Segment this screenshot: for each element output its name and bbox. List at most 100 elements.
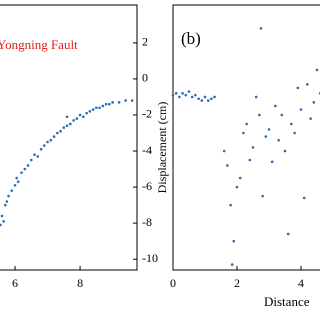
data-point xyxy=(197,97,200,101)
data-point xyxy=(7,194,10,198)
data-point xyxy=(82,115,85,119)
x-tick-label: 6 xyxy=(12,276,18,290)
data-point xyxy=(286,232,290,236)
data-point xyxy=(251,146,255,149)
data-point xyxy=(3,203,7,207)
data-point xyxy=(91,108,95,111)
data-point xyxy=(124,99,127,102)
data-point xyxy=(36,155,40,158)
data-point xyxy=(267,128,271,131)
data-point xyxy=(206,99,210,102)
data-point xyxy=(309,117,312,120)
data-point xyxy=(20,171,23,174)
data-point xyxy=(274,104,277,108)
y-tick-label: 0 xyxy=(142,71,148,85)
data-point xyxy=(226,164,229,167)
data-point xyxy=(277,138,280,142)
y-tick-label: -8 xyxy=(142,215,152,229)
data-point xyxy=(95,106,98,110)
data-point xyxy=(16,180,20,183)
data-point xyxy=(0,223,2,227)
panel-label: (b) xyxy=(181,29,201,48)
data-point xyxy=(296,86,300,90)
y-tick-label: -2 xyxy=(142,107,152,121)
data-point xyxy=(194,93,197,97)
data-point xyxy=(15,176,18,180)
data-point xyxy=(56,131,59,135)
x-tick-label: 4 xyxy=(298,276,304,290)
data-point xyxy=(184,93,188,97)
data-point xyxy=(203,95,207,99)
data-point xyxy=(235,185,239,189)
data-point xyxy=(130,99,134,102)
data-point xyxy=(26,164,30,167)
data-point xyxy=(232,239,236,243)
data-point xyxy=(69,122,72,126)
data-point xyxy=(315,68,319,72)
data-point xyxy=(293,131,296,135)
x-axis-label: Distance xyxy=(264,294,310,309)
data-point xyxy=(306,83,309,86)
data-point xyxy=(229,203,232,207)
y-tick-label: 2 xyxy=(142,35,148,49)
data-point xyxy=(5,200,9,203)
data-point xyxy=(299,108,303,111)
data-point xyxy=(302,196,306,200)
data-point xyxy=(46,140,49,144)
data-point xyxy=(111,101,114,104)
data-point xyxy=(312,101,316,104)
x-tick-label: 0 xyxy=(170,276,176,290)
data-point xyxy=(43,144,46,147)
data-point xyxy=(258,113,261,117)
data-point xyxy=(190,95,194,99)
data-point xyxy=(242,131,245,135)
y-tick-label: -6 xyxy=(142,179,152,193)
data-point xyxy=(59,129,62,133)
data-point xyxy=(88,110,92,113)
data-point xyxy=(104,102,108,106)
x-tick-label: 8 xyxy=(77,276,83,290)
data-point xyxy=(261,194,264,198)
data-point xyxy=(72,119,75,122)
data-point xyxy=(248,158,252,162)
data-point xyxy=(210,97,213,101)
data-point xyxy=(2,220,5,223)
data-point xyxy=(174,92,178,95)
data-point xyxy=(245,122,248,126)
data-point xyxy=(108,102,111,106)
data-point xyxy=(98,106,101,110)
data-point xyxy=(117,101,121,104)
annotation: Yongning Fault xyxy=(0,37,78,52)
data-point xyxy=(270,160,274,164)
data-point xyxy=(30,158,33,162)
data-point xyxy=(238,176,242,180)
plot-frame xyxy=(0,4,138,271)
data-point xyxy=(78,113,82,117)
data-point xyxy=(254,95,258,99)
data-point xyxy=(187,90,191,93)
data-point xyxy=(0,214,4,218)
data-point xyxy=(280,113,284,117)
data-point xyxy=(283,149,287,153)
data-point xyxy=(181,92,184,95)
data-point xyxy=(200,99,204,102)
data-point xyxy=(171,93,175,97)
data-point xyxy=(290,122,293,126)
y-tick-label: -10 xyxy=(142,251,158,265)
data-point xyxy=(62,126,66,129)
data-point xyxy=(49,138,53,142)
data-point xyxy=(65,115,69,119)
data-point xyxy=(39,147,43,151)
data-point xyxy=(222,149,226,153)
data-point xyxy=(85,111,88,115)
y-tick-label: -4 xyxy=(142,143,152,157)
data-point xyxy=(259,27,263,30)
data-point xyxy=(101,104,105,108)
y-axis-label: Displacement (cm) xyxy=(155,102,169,194)
data-point xyxy=(65,124,69,128)
data-point xyxy=(10,189,14,192)
data-point xyxy=(52,135,56,138)
data-point xyxy=(75,117,79,120)
